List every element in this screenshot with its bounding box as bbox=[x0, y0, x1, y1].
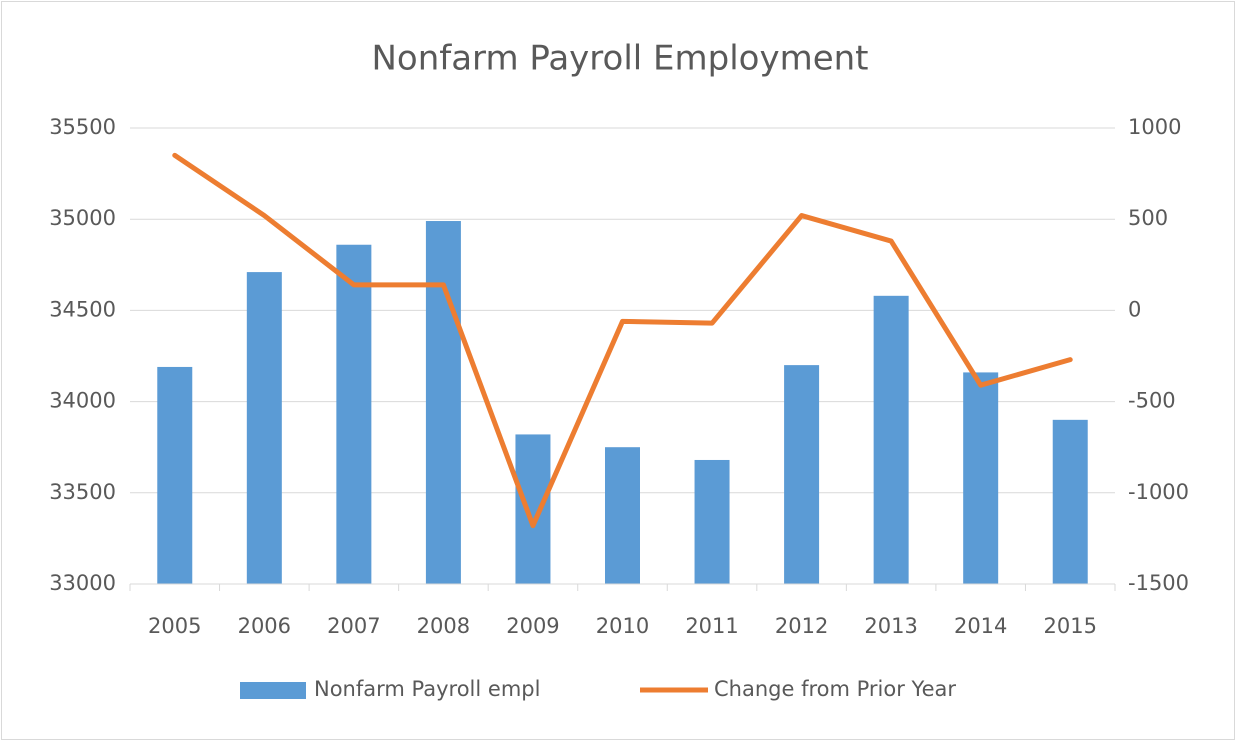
bar bbox=[963, 372, 999, 584]
bar bbox=[515, 434, 551, 584]
x-tick-label: 2007 bbox=[327, 614, 380, 638]
x-tick-label: 2009 bbox=[506, 614, 559, 638]
x-tick-label: 2008 bbox=[417, 614, 470, 638]
y-tick-label: 33500 bbox=[49, 480, 116, 504]
legend-label: Nonfarm Payroll empl bbox=[314, 677, 540, 701]
chart-title: Nonfarm Payroll Employment bbox=[371, 39, 868, 79]
bar bbox=[336, 244, 372, 584]
y2-tick-label: 0 bbox=[1128, 297, 1141, 321]
y2-tick-label: -1000 bbox=[1128, 480, 1189, 504]
line-series bbox=[172, 152, 1073, 529]
bar bbox=[694, 459, 730, 584]
bar bbox=[425, 221, 461, 585]
x-tick-label: 2014 bbox=[954, 614, 1007, 638]
y2-tick-label: -1500 bbox=[1128, 571, 1189, 595]
bar bbox=[873, 295, 909, 584]
legend-label: Change from Prior Year bbox=[714, 677, 956, 701]
x-tick-label: 2010 bbox=[596, 614, 649, 638]
bar bbox=[605, 447, 640, 584]
x-tick-label: 2006 bbox=[238, 614, 291, 638]
y2-tick-label: 500 bbox=[1128, 206, 1168, 230]
y-tick-label: 34500 bbox=[49, 297, 116, 321]
bar bbox=[157, 366, 193, 584]
y2-tick-label: -500 bbox=[1128, 389, 1176, 413]
bar bbox=[246, 272, 282, 584]
x-tick-label: 2005 bbox=[148, 614, 201, 638]
y-tick-label: 35500 bbox=[49, 115, 116, 139]
y-tick-label: 33000 bbox=[49, 571, 116, 595]
x-tick-label: 2012 bbox=[775, 614, 828, 638]
bar bbox=[784, 365, 820, 584]
legend-swatch bbox=[240, 682, 306, 699]
y-tick-label: 35000 bbox=[49, 206, 116, 230]
x-tick-label: 2013 bbox=[864, 614, 917, 638]
bar bbox=[1052, 419, 1088, 584]
x-tick-label: 2011 bbox=[685, 614, 738, 638]
y-tick-label: 34000 bbox=[49, 389, 116, 413]
x-tick-label: 2015 bbox=[1044, 614, 1097, 638]
y2-tick-label: 1000 bbox=[1128, 115, 1181, 139]
